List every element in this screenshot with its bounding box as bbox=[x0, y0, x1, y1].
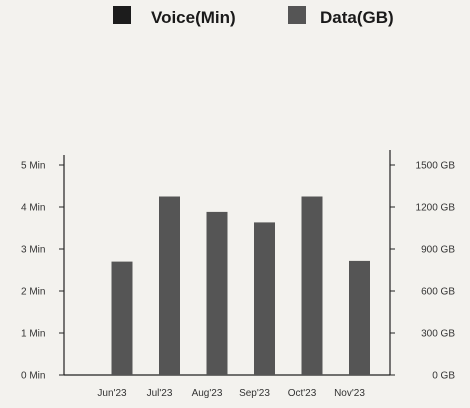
bar-data-gb bbox=[159, 196, 180, 375]
right-tick-label: 0 GB bbox=[432, 371, 455, 382]
bar-data-gb bbox=[254, 222, 275, 375]
bar-data-gb bbox=[301, 196, 323, 375]
right-tick-label: 1500 GB bbox=[416, 161, 456, 172]
left-tick-label: 0 Min bbox=[21, 371, 45, 382]
left-tick-label: 4 Min bbox=[21, 203, 45, 214]
x-tick-label: Oct'23 bbox=[288, 388, 317, 399]
bar-data-gb bbox=[111, 261, 133, 375]
x-tick-label: Jul'23 bbox=[147, 388, 173, 399]
right-tick-label: 300 GB bbox=[421, 329, 455, 340]
right-axis-ticks: 0 GB 300 GB 600 GB 900 GB 1200 GB 1500 GB bbox=[390, 161, 455, 382]
left-axis-ticks: 0 Min 1 Min 2 Min 3 Min 4 Min 5 Min bbox=[21, 161, 64, 382]
left-tick-label: 3 Min bbox=[21, 245, 45, 256]
legend-label-voice: Voice(Min) bbox=[151, 8, 236, 27]
right-tick-label: 900 GB bbox=[421, 245, 455, 256]
left-tick-label: 2 Min bbox=[21, 287, 45, 298]
legend-label-data: Data(GB) bbox=[320, 8, 394, 27]
right-tick-label: 1200 GB bbox=[416, 203, 456, 214]
x-tick-label: Aug'23 bbox=[192, 388, 223, 399]
bar-data-gb bbox=[349, 260, 370, 375]
right-tick-label: 600 GB bbox=[421, 287, 455, 298]
x-tick-label: Jun'23 bbox=[97, 388, 127, 399]
bars bbox=[111, 196, 370, 375]
bar-data-gb bbox=[206, 211, 228, 375]
legend-swatch-data bbox=[288, 6, 306, 24]
x-tick-label: Nov'23 bbox=[334, 388, 365, 399]
x-tick-label: Sep'23 bbox=[239, 388, 270, 399]
legend-swatch-voice bbox=[113, 6, 131, 24]
left-tick-label: 5 Min bbox=[21, 161, 45, 172]
left-tick-label: 1 Min bbox=[21, 329, 45, 340]
legend: Voice(Min) Data(GB) bbox=[113, 6, 394, 27]
x-axis-ticks: Jun'23 Jul'23 Aug'23 Sep'23 Oct'23 Nov'23 bbox=[97, 388, 365, 399]
